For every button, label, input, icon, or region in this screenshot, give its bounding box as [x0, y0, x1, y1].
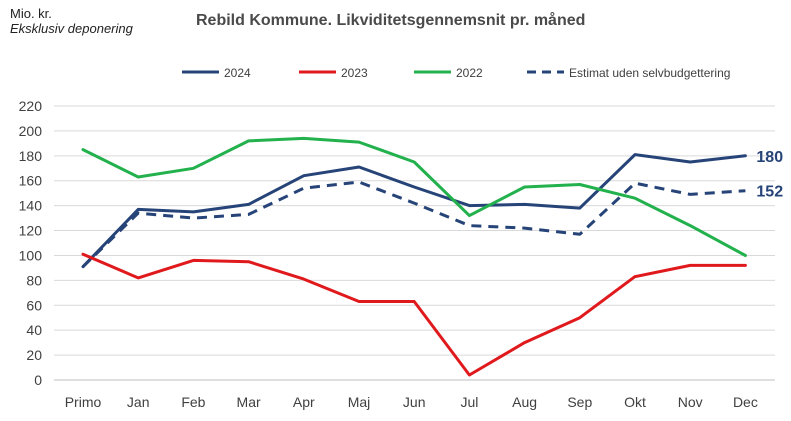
y-tick-label: 160: [19, 173, 43, 189]
series-line: [81, 136, 747, 257]
legend-label: 2023: [341, 66, 368, 80]
series-line: [81, 180, 746, 268]
x-tick-label: Primo: [65, 394, 102, 410]
y-tick-label: 0: [34, 372, 42, 388]
legend-label: Estimat uden selvbudgettering: [569, 66, 730, 80]
x-tick-label: Dec: [733, 394, 758, 410]
x-tick-label: Jan: [127, 394, 150, 410]
y-tick-label: 200: [19, 123, 43, 139]
y-tick-label: 180: [19, 148, 43, 164]
y-tick-label: 140: [19, 198, 43, 214]
y-tick-label: 20: [26, 347, 42, 363]
y-tick-label: 40: [26, 322, 42, 338]
x-tick-label: Maj: [348, 394, 371, 410]
x-tick-label: Sep: [567, 394, 592, 410]
legend-label: 2024: [224, 66, 251, 80]
series-line: [81, 153, 747, 269]
x-tick-label: Apr: [293, 394, 315, 410]
x-tick-label: Aug: [512, 394, 537, 410]
y-tick-label: 100: [19, 247, 43, 263]
series-line: [81, 252, 747, 377]
chart-title: Rebild Kommune. Likviditetsgennemsnit pr…: [196, 12, 586, 29]
data-label: 180: [756, 149, 783, 166]
x-tick-label: Okt: [624, 394, 646, 410]
x-tick-label: Feb: [181, 394, 205, 410]
unit-sublabel: Eksklusiv deponering: [10, 21, 133, 36]
y-tick-label: 220: [19, 98, 43, 114]
x-tick-label: Jun: [403, 394, 426, 410]
unit-label: Mio. kr.: [10, 6, 52, 21]
x-tick-label: Nov: [678, 394, 703, 410]
data-label: 152: [756, 184, 783, 201]
y-tick-label: 60: [26, 297, 42, 313]
x-tick-label: Mar: [237, 394, 261, 410]
x-tick-label: Jul: [460, 394, 478, 410]
legend-label: 2022: [456, 66, 483, 80]
y-tick-label: 80: [26, 272, 42, 288]
y-tick-label: 120: [19, 223, 43, 239]
